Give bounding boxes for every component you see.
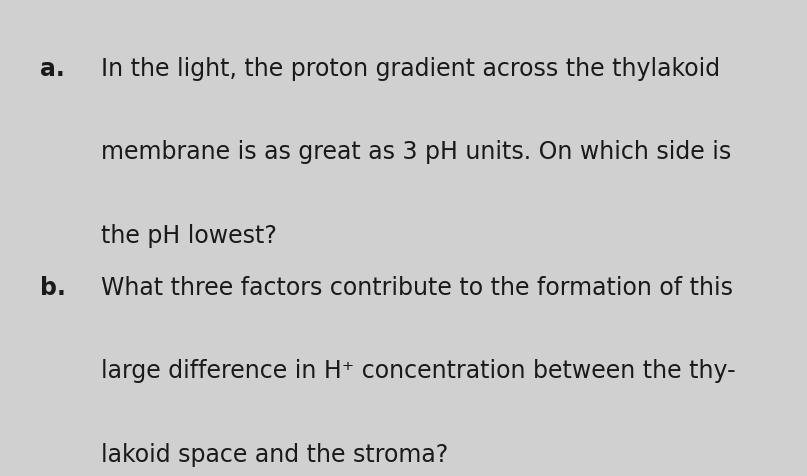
Text: a.: a. xyxy=(40,57,65,81)
Text: lakoid space and the stroma?: lakoid space and the stroma? xyxy=(101,443,448,466)
Text: What three factors contribute to the formation of this: What three factors contribute to the for… xyxy=(101,276,733,300)
Text: membrane is as great as 3 pH units. On which side is: membrane is as great as 3 pH units. On w… xyxy=(101,140,731,164)
Text: large difference in H⁺ concentration between the thy-: large difference in H⁺ concentration bet… xyxy=(101,359,735,383)
Text: b.: b. xyxy=(40,276,66,300)
Text: In the light, the proton gradient across the thylakoid: In the light, the proton gradient across… xyxy=(101,57,720,81)
Text: the pH lowest?: the pH lowest? xyxy=(101,224,277,248)
